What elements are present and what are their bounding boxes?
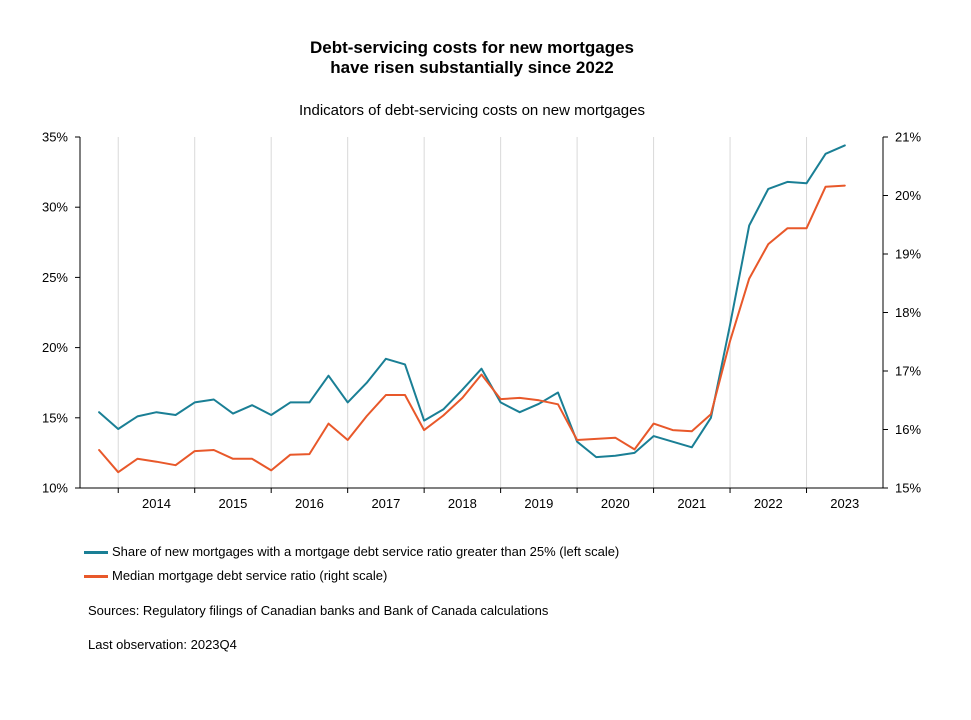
left-tick-label: 15% xyxy=(42,410,68,425)
left-tick-label: 10% xyxy=(42,481,68,496)
left-tick-label: 35% xyxy=(42,130,68,145)
legend-label-share: Share of new mortgages with a mortgage d… xyxy=(112,544,620,559)
right-tick-label: 18% xyxy=(895,305,921,320)
chart-subtitle: Indicators of debt-servicing costs on ne… xyxy=(298,102,645,119)
legend-item-median: Median mortgage debt service ratio (righ… xyxy=(84,568,387,584)
x-tick-label: 2017 xyxy=(371,496,400,511)
tick-labels: 10% 15% 20% 25% 30% 35% 15% 16% 17% 18% 19% 20% 21% 2… xyxy=(42,130,921,512)
x-tick-label: 2016 xyxy=(295,496,324,511)
series-lines xyxy=(98,144,846,474)
x-tick-label: 2015 xyxy=(218,496,247,511)
x-tick-label: 2022 xyxy=(754,496,783,511)
right-tick-label: 21% xyxy=(895,130,921,145)
right-tick-label: 17% xyxy=(895,364,921,379)
x-tick-label: 2019 xyxy=(524,496,553,511)
x-tick-label: 2023 xyxy=(830,496,859,511)
left-tick-label: 30% xyxy=(42,200,68,215)
right-tick-label: 15% xyxy=(895,481,921,496)
x-tick-label: 2020 xyxy=(601,496,630,511)
right-tick-label: 20% xyxy=(895,188,921,203)
axes xyxy=(75,136,888,493)
left-tick-label: 25% xyxy=(42,270,68,285)
chart-title: Debt-servicing costs for new mortgages h… xyxy=(0,38,944,78)
legend-swatch-median xyxy=(84,574,108,578)
series-line-share-dsr-over-25 xyxy=(98,144,846,459)
right-tick-label: 16% xyxy=(895,422,921,437)
x-tick-label: 2018 xyxy=(448,496,477,511)
right-tick-label: 19% xyxy=(895,247,921,262)
x-tick-label: 2014 xyxy=(142,496,171,511)
chart-title-line-2: have risen substantially since 2022 xyxy=(330,58,614,77)
legend-item-share: Share of new mortgages with a mortgage d… xyxy=(84,544,619,560)
series-line-median-dsr xyxy=(98,184,846,474)
last-observation-note: Last observation: 2023Q4 xyxy=(88,637,237,652)
sources-note: Sources: Regulatory filings of Canadian … xyxy=(88,603,549,618)
left-tick-label: 20% xyxy=(42,340,68,355)
legend-label-median: Median mortgage debt service ratio (righ… xyxy=(112,568,388,583)
gridlines xyxy=(117,137,808,488)
legend-swatch-share xyxy=(84,550,108,554)
x-tick-label: 2021 xyxy=(677,496,706,511)
chart-title-line-1: Debt-servicing costs for new mortgages xyxy=(309,38,635,57)
